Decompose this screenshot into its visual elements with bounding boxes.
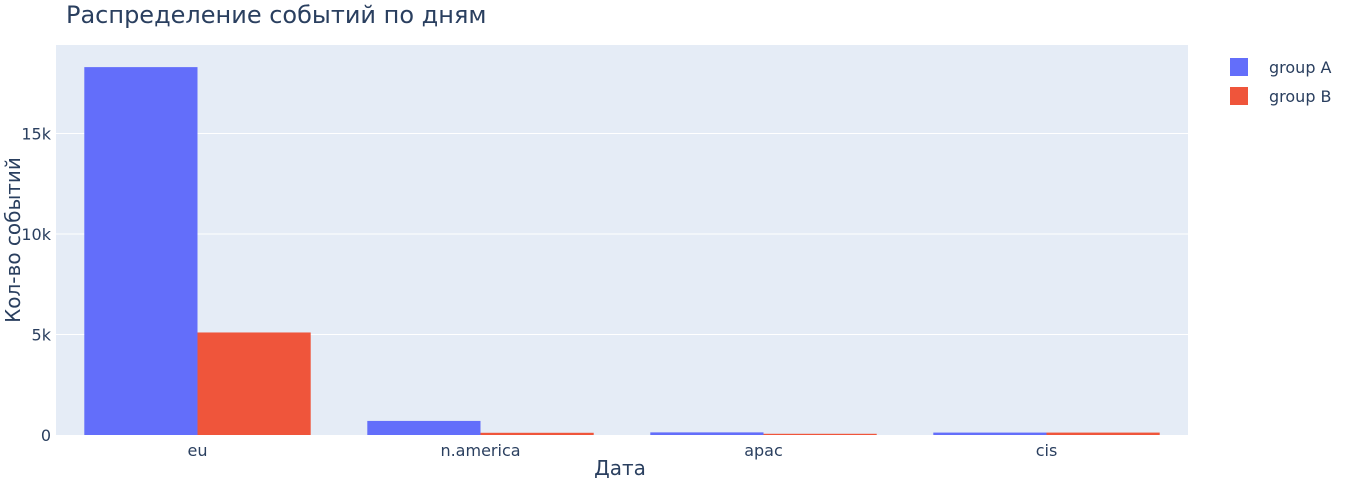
chart-title: Распределение событий по дням <box>66 1 486 29</box>
x-axis-title: Дата <box>594 456 646 478</box>
y-tick-label: 15k <box>21 124 51 143</box>
x-tick-label: cis <box>1036 441 1058 460</box>
y-tick-label: 5k <box>32 325 52 344</box>
x-tick-label: n.america <box>440 441 520 460</box>
bar-group-a-n-america[interactable] <box>367 420 481 435</box>
y-tick-label: 0 <box>41 426 51 445</box>
y-axis-title: Кол-во событий <box>1 157 25 323</box>
legend-swatch <box>1230 58 1248 76</box>
legend-swatch <box>1230 87 1248 105</box>
bar-group-a-eu[interactable] <box>84 67 198 435</box>
legend-label: group A <box>1269 58 1332 77</box>
y-axis: 0 5k 10k 15k <box>21 124 51 445</box>
bar-group-b-cis[interactable] <box>1046 432 1160 435</box>
bar-group-b-eu[interactable] <box>197 332 311 435</box>
bars-group <box>84 67 1160 435</box>
x-axis: eu n.america apac cis <box>188 441 1058 460</box>
bar-group-a-apac[interactable] <box>650 432 764 435</box>
x-tick-label: apac <box>744 441 783 460</box>
legend-label: group B <box>1269 87 1332 106</box>
legend-item-group-b[interactable]: group B <box>1230 87 1332 106</box>
legend-item-group-a[interactable]: group A <box>1230 58 1332 77</box>
legend[interactable]: group A group B <box>1230 58 1332 106</box>
x-tick-label: eu <box>188 441 208 460</box>
bar-group-b-apac[interactable] <box>763 433 877 435</box>
bar-group-b-n-america[interactable] <box>480 432 594 435</box>
y-tick-label: 10k <box>21 225 51 244</box>
bar-group-a-cis[interactable] <box>933 432 1047 435</box>
